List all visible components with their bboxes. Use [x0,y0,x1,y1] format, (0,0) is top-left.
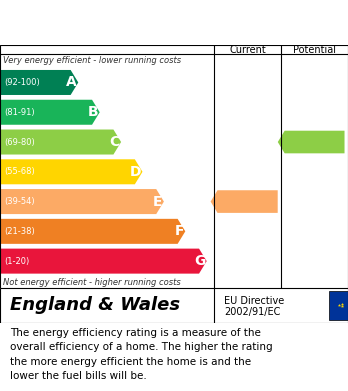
Text: G: G [194,254,205,268]
Text: Energy Efficiency Rating: Energy Efficiency Rating [10,13,239,32]
Text: EU Directive: EU Directive [224,296,285,306]
Text: Very energy efficient - lower running costs: Very energy efficient - lower running co… [3,56,182,65]
Text: B: B [88,105,98,119]
Text: (55-68): (55-68) [4,167,35,176]
Polygon shape [0,219,185,244]
Text: 72: 72 [309,136,327,149]
Text: The energy efficiency rating is a measure of the
overall efficiency of a home. T: The energy efficiency rating is a measur… [10,328,273,381]
Text: (39-54): (39-54) [4,197,35,206]
Polygon shape [0,129,121,154]
Bar [329,291,348,320]
Text: F: F [174,224,184,239]
Text: (81-91): (81-91) [4,108,35,117]
Text: (69-80): (69-80) [4,138,35,147]
Text: D: D [129,165,141,179]
Text: E: E [153,195,163,208]
Polygon shape [0,249,207,274]
Text: (92-100): (92-100) [4,78,40,87]
Text: England & Wales: England & Wales [10,296,181,314]
Polygon shape [211,190,278,213]
Text: Potential: Potential [293,45,336,55]
Text: Not energy efficient - higher running costs: Not energy efficient - higher running co… [3,278,181,287]
Polygon shape [0,159,142,184]
Polygon shape [0,100,100,125]
Polygon shape [0,70,78,95]
Polygon shape [278,131,345,153]
Text: (1-20): (1-20) [4,256,30,265]
Text: A: A [66,75,77,90]
Text: C: C [109,135,120,149]
Text: Current: Current [229,45,266,55]
Polygon shape [0,189,164,214]
Text: 2002/91/EC: 2002/91/EC [224,307,281,317]
Text: 53: 53 [243,195,260,208]
Text: (21-38): (21-38) [4,227,35,236]
